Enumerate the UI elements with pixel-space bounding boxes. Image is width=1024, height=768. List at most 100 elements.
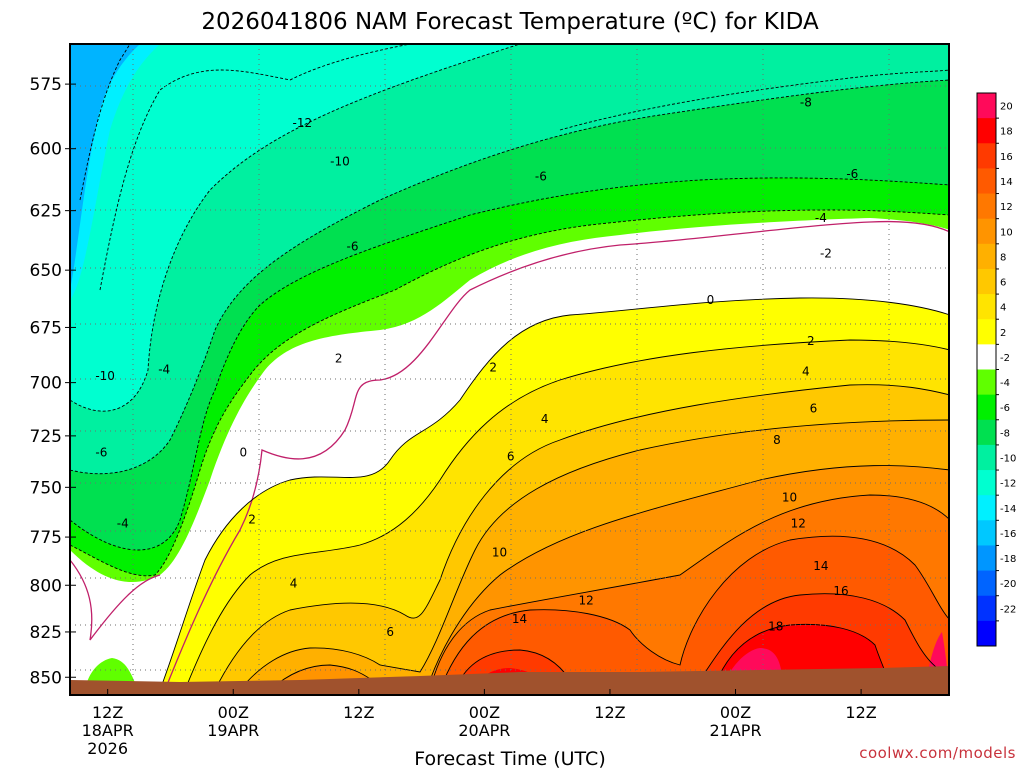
isotherm-label: 12 [791,516,806,530]
isotherm-minus-6 [70,177,949,551]
colorbar-swatch [977,294,996,320]
isotherm-label: 14 [512,612,527,626]
isotherm-labels: -12 -10 -6 -4 -10 -6 -4 2 0 2 -6 -8 -6 -4 -2 0 2 2 4 6 8 4 6 10… [95,95,858,638]
isotherm-label: 10 [782,490,797,504]
colorbar-swatch [977,118,996,144]
isotherm-label: 0 [239,446,247,460]
colorbar-swatch [977,218,996,245]
isotherm-label: -4 [117,516,129,530]
colorbar-level-label: -10 [1000,453,1016,464]
colorbar-level-label: -2 [1000,353,1010,364]
x-tick-label1: 12Z [845,703,876,722]
isotherm-minus-2 [559,69,949,131]
isotherm-label: 10 [492,546,507,560]
colorbar-swatch [977,545,996,572]
isotherm-label: -6 [347,240,359,254]
isotherm-12 [429,494,949,691]
isotherm-label: 4 [802,365,810,379]
colorbar-level-label: 8 [1000,252,1006,263]
y-tick-label: 575 [30,75,62,95]
isotherm-label: 0 [707,293,715,307]
isotherm-label: -12 [293,116,313,130]
colorbar-level-label: -22 [1000,604,1016,615]
chart-title: 2026041806 NAM Forecast Temperature (ºC)… [201,9,819,35]
colorbar-swatch [977,319,996,345]
x-tick-label3: 2026 [87,739,128,758]
colorbar-level-label: 12 [1000,202,1013,213]
colorbar: 20 18 16 14 12 10 8 6 4 2 -2 -4 -6 -8 -10 -12 -14 -16 -18 -… [976,92,1016,647]
y-tick-label: 775 [30,528,62,548]
colorbar-level-label: -18 [1000,554,1016,565]
x-tick-label1: 00Z [469,703,500,722]
credit-link[interactable]: coolwx.com/models [859,744,1016,762]
x-tick-label1: 12Z [92,703,123,722]
isotherm-0 [70,220,949,691]
x-tick-label1: 12Z [343,703,374,722]
isotherm-minus-12 [79,44,131,201]
colorbar-level-label: -14 [1000,504,1016,515]
y-tick-label: 750 [30,478,62,498]
isotherm-label: 18 [768,619,783,633]
colorbar-swatch [977,168,996,195]
y-axis: 575 600 625 650 675 700 725 750 775 800 825 850 [30,75,76,688]
isotherm-14 [439,535,949,691]
y-tick-label: 650 [30,261,62,281]
isotherm-label: 6 [507,450,515,464]
colorbar-level-label: 16 [1000,152,1013,163]
isotherm-label: 14 [813,559,828,573]
colorbar-level-label: 18 [1000,127,1013,138]
y-tick-label: 800 [30,576,62,596]
colorbar-level-label: 6 [1000,278,1006,289]
colorbar-swatch [977,570,996,597]
colorbar-level-label: 10 [1000,227,1013,238]
isotherm-label: 4 [541,412,549,426]
colorbar-swatch [977,193,996,220]
colorbar-swatch [977,595,996,622]
colorbar-swatch [977,470,996,496]
y-tick-label: 675 [30,318,62,338]
colorbar-swatch [977,620,996,647]
isotherm-label: 12 [578,593,593,607]
isotherm-label: 4 [290,576,298,590]
isotherm-minus-4 [70,209,949,577]
colorbar-level-label: -8 [1000,428,1010,439]
isotherm-2 [159,297,949,691]
x-tick-label1: 12Z [594,703,625,722]
y-tick-label: 725 [30,427,62,447]
y-tick-label: 625 [30,202,62,222]
x-tick-label2: 19APR [207,721,259,740]
isotherm-16 [454,593,941,691]
isotherm-minus-10-upper [99,44,411,291]
x-tick-label2: 20APR [458,721,510,740]
isotherm-label: -6 [535,169,547,183]
x-axis-label: Forecast Time (UTC) [414,748,605,768]
colorbar-level-label: -4 [1000,378,1010,389]
x-tick-label1: 00Z [720,703,751,722]
colorbar-level-label: -6 [1000,403,1010,414]
isotherm-6 [214,384,949,691]
colorbar-swatch [977,444,996,471]
colorbar-level-label: 20 [1000,102,1013,113]
isotherm-18 [714,623,889,686]
y-tick-label: 825 [30,623,62,643]
y-tick-label: 600 [30,140,62,160]
isotherm-4 [184,339,949,691]
colorbar-level-label: 2 [1000,328,1006,339]
isotherm-label: -6 [846,167,858,181]
isotherm-label: -10 [95,369,115,383]
colorbar-swatch [977,268,996,295]
terrain-surface [70,666,949,695]
isotherm-label: 8 [773,433,781,447]
y-tick-label: 850 [30,668,62,688]
colorbar-swatch [977,93,996,119]
colorbar-level-label: -20 [1000,579,1016,590]
isotherm-label: -2 [820,247,832,261]
isotherm-label: -4 [158,363,170,377]
colorbar-level-label: -12 [1000,479,1016,490]
colorbar-swatch [977,344,996,370]
isotherm-label: -6 [95,446,107,460]
isotherm-10 [269,465,949,691]
isotherm-label: 6 [810,401,818,415]
plot-frame [69,43,950,696]
